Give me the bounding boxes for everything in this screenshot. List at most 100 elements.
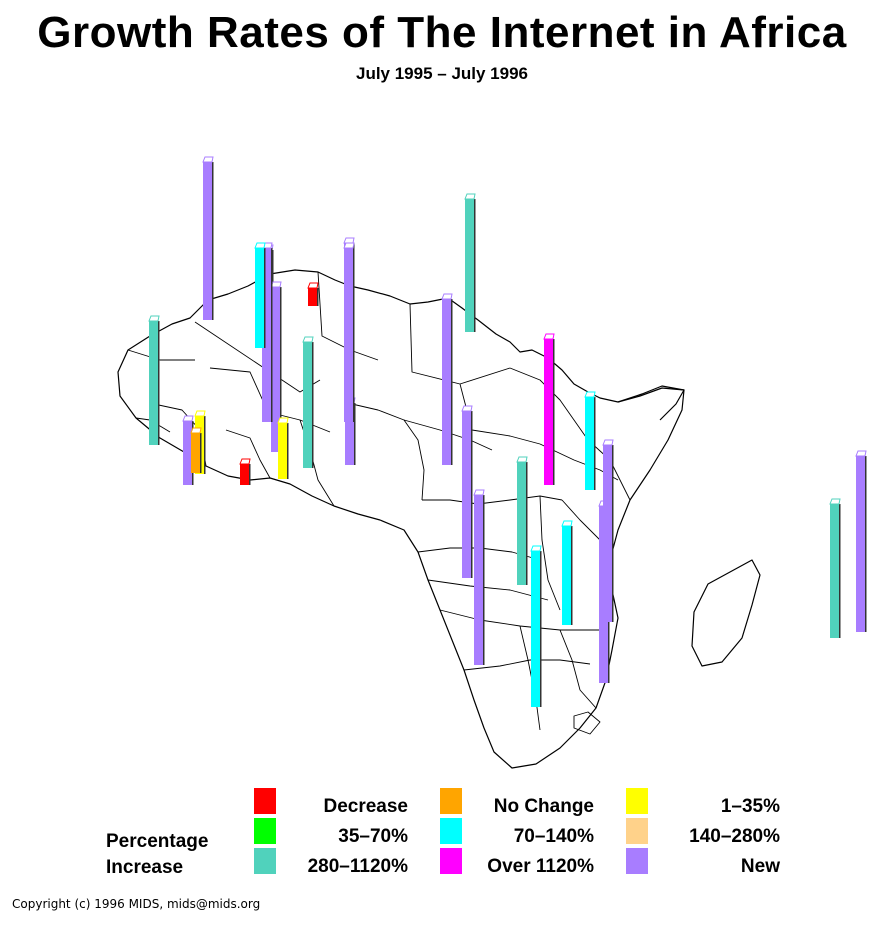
bar-cap-27 bbox=[343, 242, 355, 249]
bar-new-10 bbox=[442, 299, 451, 465]
copyright-notice: Copyright (c) 1996 MIDS, mids@mids.org bbox=[12, 897, 261, 911]
bar-r70_140-16 bbox=[585, 397, 594, 490]
bar-new-12 bbox=[474, 495, 483, 665]
bar-decrease-6 bbox=[308, 288, 317, 306]
bar-r70_140-20 bbox=[562, 526, 571, 625]
bar-cap-20 bbox=[561, 520, 573, 527]
bar-cap-28 bbox=[254, 242, 266, 249]
bar-shadow-15 bbox=[552, 339, 555, 485]
bar-shadow-8 bbox=[353, 403, 356, 465]
legend-label-r70_140: 70–140% bbox=[513, 826, 594, 847]
bar-cap-22 bbox=[190, 427, 202, 434]
bar-r280_1120-1 bbox=[149, 321, 158, 445]
bar-cap-23 bbox=[277, 417, 289, 424]
bar-new-5 bbox=[271, 287, 280, 452]
legend-swatch-decrease bbox=[254, 788, 276, 814]
bar-shadow-17 bbox=[611, 445, 614, 622]
legend-swatch-no_change bbox=[440, 788, 462, 814]
legend-label-r140_280: 140–280% bbox=[689, 826, 780, 847]
bar-r280_1120-26 bbox=[830, 504, 839, 638]
legend-label-r35_70: 35–70% bbox=[338, 826, 408, 847]
legend-swatch-r70_140 bbox=[440, 818, 462, 844]
bar-cap-11 bbox=[461, 405, 473, 412]
legend-label-no_change: No Change bbox=[493, 796, 594, 817]
bar-cap-0 bbox=[202, 156, 214, 163]
chart-title: Growth Rates of The Internet in Africa bbox=[37, 8, 847, 57]
bar-new-21 bbox=[856, 456, 865, 632]
bar-shadow-16 bbox=[593, 397, 596, 490]
bar-over1120-15 bbox=[544, 339, 553, 485]
bar-shadow-19 bbox=[539, 551, 542, 707]
bar-new-0 bbox=[203, 162, 212, 320]
bar-cap-19 bbox=[530, 545, 542, 552]
bar-shadow-14 bbox=[525, 462, 528, 585]
bar-cap-15 bbox=[543, 333, 555, 340]
bar-new-8 bbox=[345, 403, 354, 465]
bar-shadow-20 bbox=[570, 526, 573, 625]
bar-shadow-26 bbox=[838, 504, 841, 638]
bar-shadow-27 bbox=[352, 248, 355, 422]
bar-r70_140-28 bbox=[255, 248, 264, 348]
bar-shadow-28 bbox=[263, 248, 266, 348]
bar-shadow-18 bbox=[473, 199, 476, 332]
legend-swatch-new bbox=[626, 848, 648, 874]
bar-shadow-10 bbox=[450, 299, 453, 465]
bar-shadow-5 bbox=[279, 287, 282, 452]
bar-shadow-21 bbox=[864, 456, 867, 632]
legend-swatch-over1120 bbox=[440, 848, 462, 874]
bar-cap-26 bbox=[829, 498, 841, 505]
bar-cap-7 bbox=[343, 237, 355, 244]
bar-cap-21 bbox=[855, 450, 867, 457]
bar-shadow-23 bbox=[286, 423, 289, 479]
chart-subtitle: July 1995 – July 1996 bbox=[355, 64, 529, 83]
bar-shadow-0 bbox=[211, 162, 214, 320]
bar-new-2 bbox=[183, 421, 192, 485]
legend-swatch-r280_1120 bbox=[254, 848, 276, 874]
bar-no_change-22 bbox=[191, 433, 200, 473]
bar-new-11 bbox=[462, 411, 471, 578]
bar-shadow-22 bbox=[199, 433, 202, 473]
legend-swatch-r1_35 bbox=[626, 788, 648, 814]
bar-shadow-11 bbox=[470, 411, 473, 578]
bar-cap-6 bbox=[307, 282, 319, 289]
bar-cap-1 bbox=[148, 315, 160, 322]
bar-cap-2 bbox=[182, 415, 194, 422]
bar-shadow-12 bbox=[482, 495, 485, 665]
bar-r1_35-23 bbox=[278, 423, 287, 479]
bar-cap-14 bbox=[516, 456, 528, 463]
bar-cap-16 bbox=[584, 391, 596, 398]
legend-label-decrease: Decrease bbox=[323, 796, 408, 817]
bar-cap-12 bbox=[473, 489, 485, 496]
bar-r70_140-19 bbox=[531, 551, 540, 707]
bar-decrease-24 bbox=[240, 464, 249, 485]
bar-cap-3 bbox=[194, 410, 206, 417]
legend-label-over1120: Over 1120% bbox=[487, 856, 594, 877]
bar-cap-17 bbox=[602, 439, 614, 446]
bar-new-27 bbox=[344, 248, 353, 422]
bar-cap-24 bbox=[239, 458, 251, 465]
legend-title-line2: Increase bbox=[106, 857, 184, 878]
bar-r280_1120-18 bbox=[465, 199, 474, 332]
legend-label-r1_35: 1–35% bbox=[720, 796, 780, 817]
bar-new-25 bbox=[262, 248, 271, 422]
horn-outline bbox=[617, 385, 685, 421]
bar-cap-10 bbox=[441, 293, 453, 300]
bar-shadow-9 bbox=[311, 342, 314, 468]
africa-map bbox=[117, 269, 761, 769]
legend-label-new: New bbox=[740, 856, 780, 877]
legend-swatch-r35_70 bbox=[254, 818, 276, 844]
bar-shadow-24 bbox=[248, 464, 251, 485]
bar-r280_1120-14 bbox=[517, 462, 526, 585]
bar-cap-18 bbox=[464, 193, 476, 200]
bar-shadow-25 bbox=[270, 248, 273, 422]
bar-cap-9 bbox=[302, 336, 314, 343]
legend-title-line1: Percentage bbox=[106, 831, 209, 852]
bar-shadow-6 bbox=[316, 288, 319, 306]
bar-shadow-1 bbox=[157, 321, 160, 445]
madagascar-outline bbox=[691, 559, 761, 667]
legend-swatch-r140_280 bbox=[626, 818, 648, 844]
bar-r280_1120-9 bbox=[303, 342, 312, 468]
bar-shadow-3 bbox=[203, 416, 206, 474]
growth-bars bbox=[148, 156, 867, 707]
